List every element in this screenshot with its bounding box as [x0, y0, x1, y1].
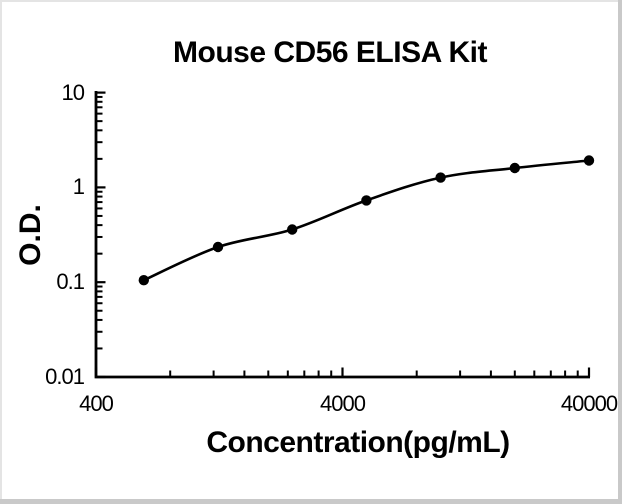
- frame-border-right: [618, 0, 622, 504]
- x-tick-label: 40000: [560, 391, 618, 416]
- y-tick-label: 0.01: [45, 364, 85, 389]
- y-tick-label: 10: [61, 79, 85, 105]
- y-tick-label: 1: [72, 174, 85, 200]
- data-point-marker: [212, 241, 224, 253]
- axis-spine: [94, 91, 590, 379]
- data-point-marker: [138, 275, 149, 286]
- data-point-marker: [435, 172, 446, 183]
- y-tick-label: 0.1: [56, 269, 85, 295]
- x-tick-label: 400: [79, 391, 114, 416]
- x-tick-label: 4000: [320, 391, 366, 416]
- fit-curve: [143, 159, 590, 282]
- frame-border-bottom: [0, 499, 622, 504]
- x-axis-label: Concentration(pg/mL): [206, 426, 510, 459]
- data-point-marker: [583, 155, 595, 166]
- frame-border-top: [0, 0, 622, 2]
- data-point-marker: [361, 195, 372, 206]
- data-point-marker: [287, 224, 298, 235]
- data-point-marker: [509, 162, 520, 174]
- chart-title: Mouse CD56 ELISA Kit: [173, 36, 487, 69]
- frame-border-left: [0, 0, 2, 504]
